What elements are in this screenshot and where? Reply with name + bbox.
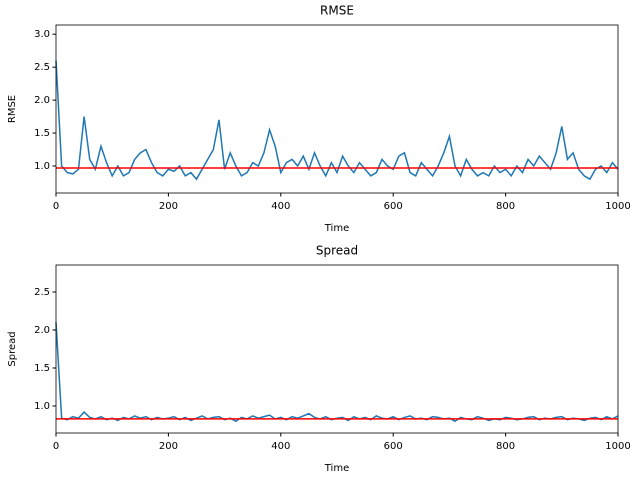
y-tick-label: 2.5: [34, 287, 50, 298]
x-axis-label: Time: [324, 223, 349, 234]
x-tick-label: 600: [384, 201, 403, 212]
x-tick-label: 1000: [605, 441, 630, 452]
x-tick-label: 800: [496, 441, 515, 452]
x-tick-label: 600: [384, 441, 403, 452]
y-tick-label: 2.0: [34, 95, 50, 106]
y-tick-label: 2.0: [34, 325, 50, 336]
x-tick-label: 200: [159, 441, 178, 452]
y-tick-label: 1.0: [34, 161, 50, 172]
x-tick-label: 0: [53, 441, 59, 452]
y-tick-label: 3.0: [34, 29, 50, 40]
x-tick-label: 400: [271, 441, 290, 452]
y-tick-label: 2.5: [34, 62, 50, 73]
y-tick-label: 1.0: [34, 401, 50, 412]
axes-frame: [55, 264, 619, 434]
chart-title: RMSE: [320, 4, 354, 18]
axes-frame: [55, 24, 619, 194]
x-tick-label: 0: [53, 201, 59, 212]
x-tick-label: 200: [159, 201, 178, 212]
y-axis-label: RMSE: [7, 95, 18, 123]
data-line: [55, 60, 619, 181]
y-tick-label: 1.5: [34, 363, 50, 374]
data-line: [55, 322, 619, 423]
x-tick-label: 400: [271, 201, 290, 212]
y-tick-label: 1.5: [34, 128, 50, 139]
chart-title: Spread: [316, 244, 358, 258]
x-tick-label: 800: [496, 201, 515, 212]
x-axis-label: Time: [324, 463, 349, 474]
x-tick-label: 1000: [605, 201, 630, 212]
y-axis-label: Spread: [7, 331, 18, 366]
